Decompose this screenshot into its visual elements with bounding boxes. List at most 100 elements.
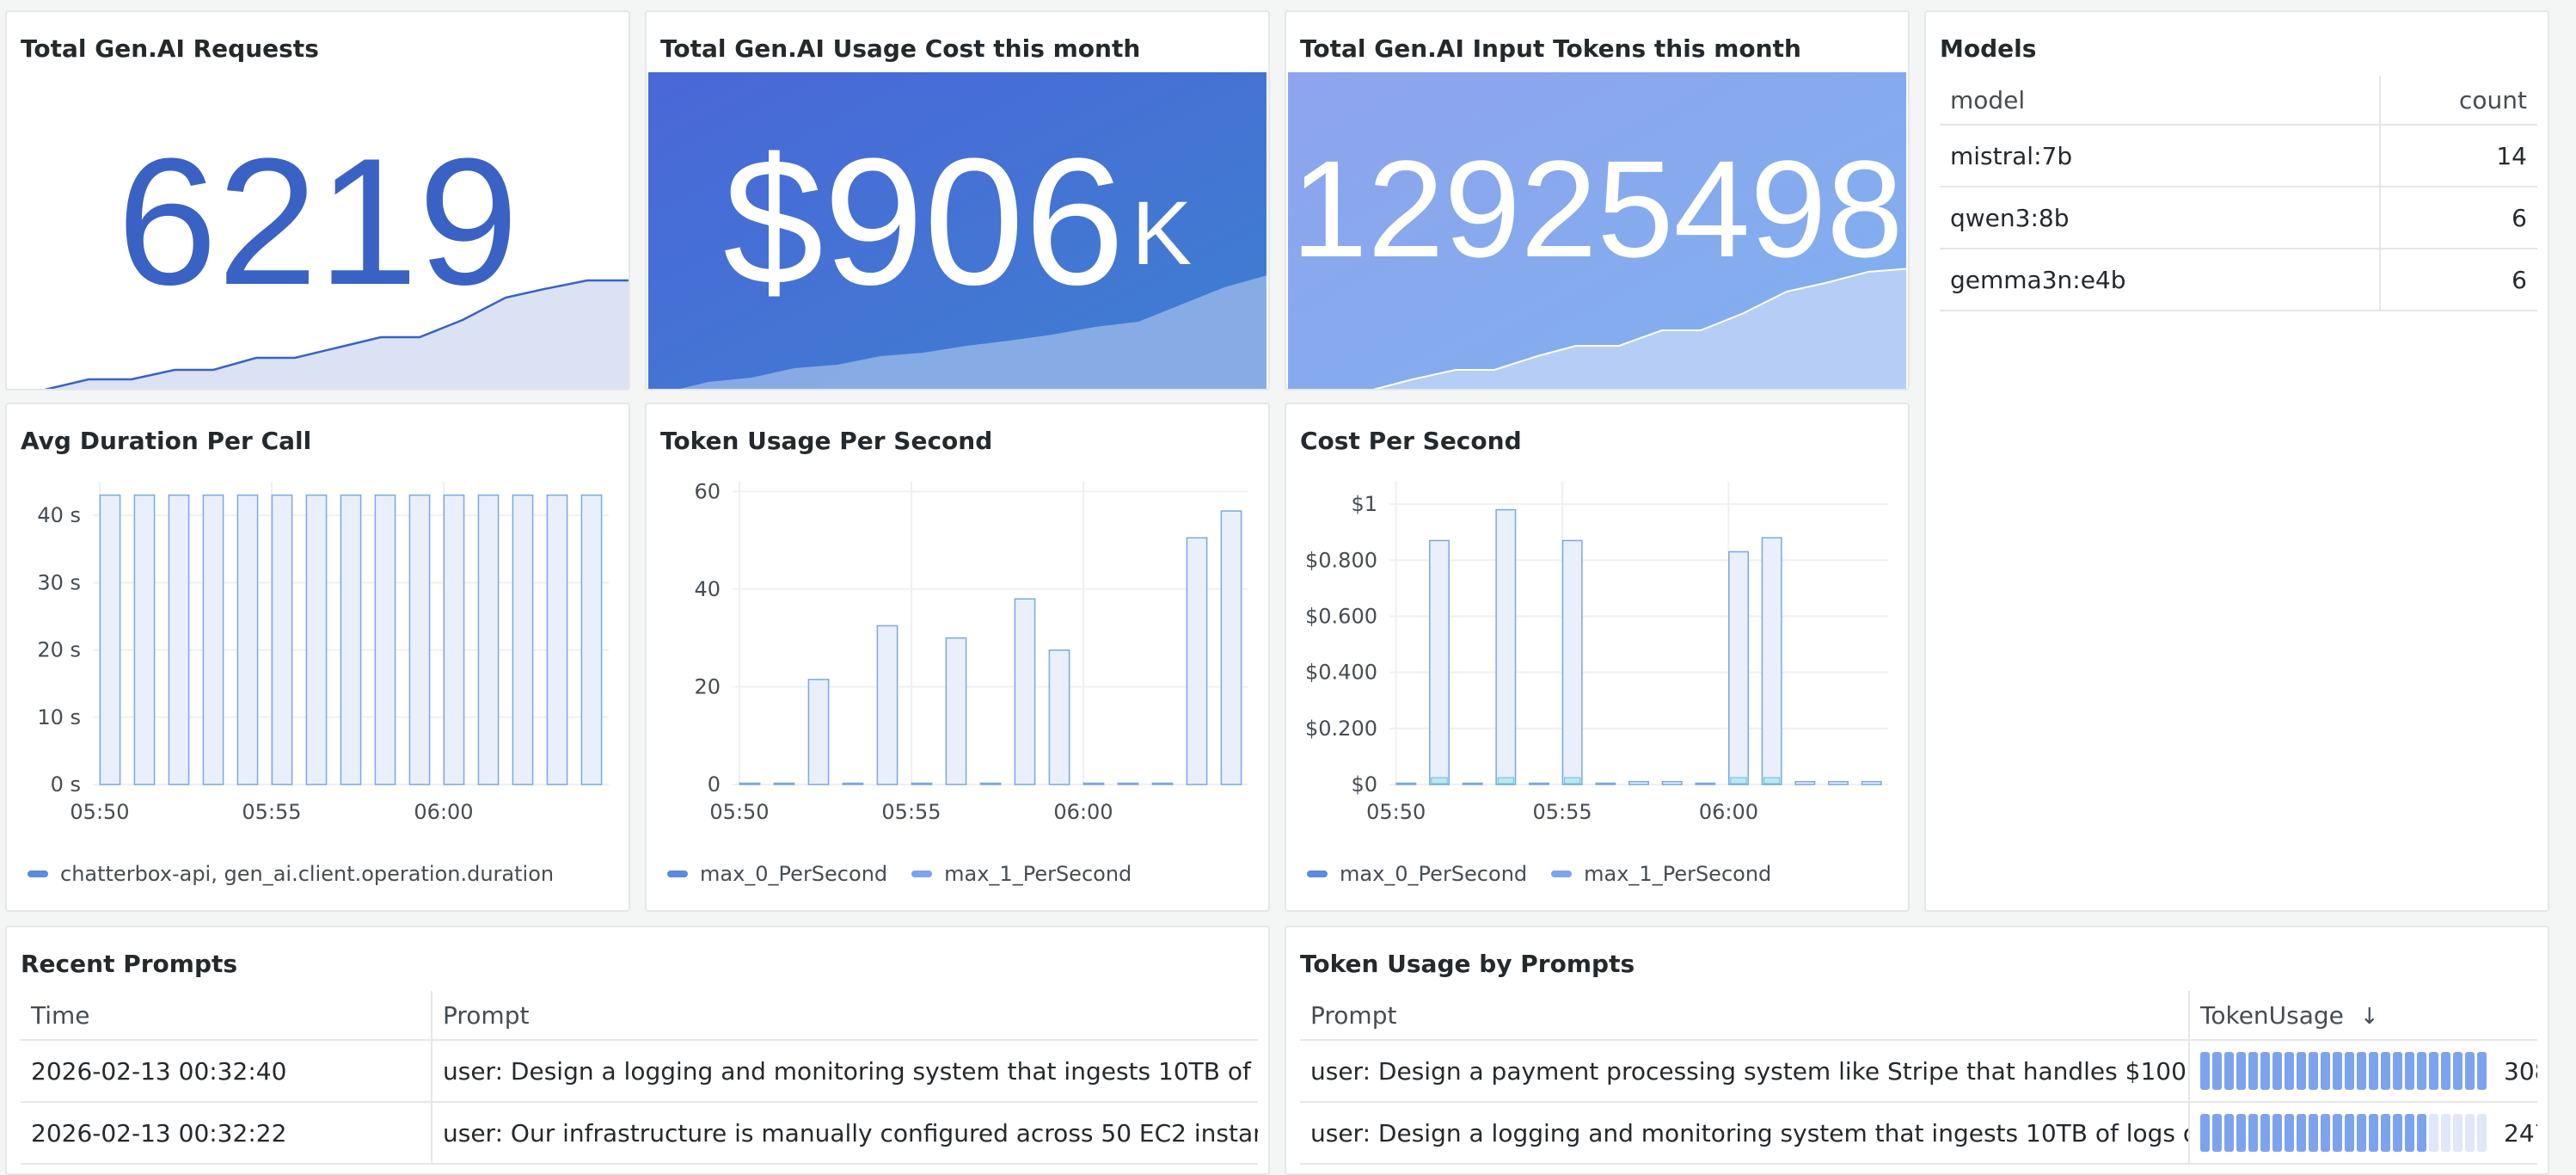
legend-swatch [1551,870,1573,877]
y-tick-label: 20 [694,674,721,698]
column-header-model[interactable]: model [1940,76,2381,126]
legend-swatch [911,870,933,877]
gauge-cell [2381,1114,2390,1152]
token-by-prompts-table: Prompt TokenUsage ↓ user: Design a payme… [1300,991,2537,1165]
bar[interactable] [1495,508,1517,785]
bar[interactable] [1661,780,1683,785]
cell-prompt: user: Design a payment processing system… [1300,1040,2190,1103]
cell-count: 14 [2380,125,2537,188]
bar[interactable] [1395,782,1417,785]
cell-model: qwen3:8b [1940,187,2381,249]
bar[interactable] [1761,537,1782,785]
legend-item[interactable]: chatterbox-api, gen_ai.client.operation.… [28,862,554,886]
bar[interactable] [477,494,500,785]
stat-background [648,72,1267,389]
bar[interactable] [979,782,1002,785]
cell-token-usage: 3080 [2189,1040,2537,1103]
bar[interactable] [1151,782,1174,785]
legend-item[interactable]: max_1_PerSecond [911,862,1132,886]
bar[interactable] [1186,537,1208,785]
models-table: model count mistral:7b 14 qwen3:8b 6 gem… [1940,76,2537,311]
x-tick-label: 05:55 [242,800,301,824]
bar[interactable] [876,624,899,785]
bar[interactable] [580,494,603,785]
legend-item[interactable]: max_0_PerSecond [667,862,887,886]
y-tick-label: 40 [694,577,721,601]
bar[interactable] [1695,782,1716,785]
bar[interactable] [1048,649,1070,785]
bar[interactable] [1561,539,1583,785]
bar-secondary[interactable] [1763,777,1781,784]
bar[interactable] [911,782,933,785]
gauge-cell [2248,1114,2258,1152]
gauge-cell [2297,1114,2306,1152]
gauge-cell [2357,1114,2366,1152]
column-header-count[interactable]: count [2380,76,2537,126]
panel-title: Total Gen.AI Requests [21,34,319,63]
bar[interactable] [1794,780,1816,785]
bar-secondary[interactable] [1431,777,1448,784]
stat-unit: K [1132,183,1193,284]
gauge-cell [2465,1114,2475,1152]
legend-swatch [667,870,688,877]
bar[interactable] [202,494,224,785]
column-header-prompt[interactable]: Prompt [1300,991,2190,1041]
panel-token-usage: Token Usage Per Second 0 20 40 60 05:50 05:55… [645,403,1270,912]
bar[interactable] [1462,782,1483,785]
bar[interactable] [1529,782,1549,785]
bar[interactable] [1861,780,1882,785]
gauge-cell [2272,1052,2282,1090]
gauge-cell [2429,1114,2438,1152]
bar-secondary[interactable] [1497,777,1515,784]
bar[interactable] [1628,780,1649,785]
gauge-cell [2393,1114,2402,1152]
sparkline-line [1372,268,1906,389]
bar[interactable] [1595,782,1616,785]
bar[interactable] [133,494,156,785]
y-tick-label: 30 s [37,570,81,594]
bar[interactable] [512,494,534,785]
legend-item[interactable]: max_1_PerSecond [1551,862,1771,886]
bar[interactable] [807,679,830,785]
panel-title: Models [1940,34,2037,63]
bar[interactable] [1014,598,1036,785]
arrow-down-icon[interactable]: ↓ [2359,1003,2379,1030]
gauge-cell [2441,1114,2450,1152]
bar[interactable] [443,494,465,785]
legend-label: max_1_PerSecond [944,862,1132,886]
bar[interactable] [99,494,121,785]
bar[interactable] [773,782,795,785]
bar[interactable] [739,782,761,785]
bar[interactable] [945,637,967,785]
bar[interactable] [1828,780,1849,785]
bar-secondary[interactable] [1730,777,1747,784]
bar[interactable] [408,494,431,785]
bar[interactable] [842,782,864,785]
bar[interactable] [340,494,362,785]
stat-number: 6219 [116,120,519,323]
bar[interactable] [1117,782,1139,785]
cell-prompt: user: Our infrastructure is manually con… [432,1102,1258,1165]
bar[interactable] [236,494,259,785]
bar[interactable] [546,494,568,785]
legend-item[interactable]: max_0_PerSecond [1307,862,1527,886]
bar[interactable] [305,494,328,785]
column-header-time[interactable]: Time [21,991,432,1041]
bar[interactable] [1728,551,1749,785]
panel-title: Token Usage by Prompts [1300,950,1635,978]
x-tick-label: 06:00 [1053,800,1113,824]
gauge-cell [2429,1052,2438,1090]
bar[interactable] [1429,539,1450,785]
column-header-prompt[interactable]: Prompt [432,991,1258,1041]
bar[interactable] [168,494,190,785]
column-header-token-usage[interactable]: TokenUsage ↓ [2189,991,2537,1041]
gauge-cell [2309,1114,2318,1152]
bar[interactable] [374,494,396,785]
gauge-cell [2236,1114,2246,1152]
bar[interactable] [1220,510,1242,785]
sparkline [44,279,629,389]
bar[interactable] [1083,782,1105,785]
gauge-cell [2224,1052,2234,1090]
bar-secondary[interactable] [1563,777,1581,784]
bar[interactable] [271,494,293,785]
